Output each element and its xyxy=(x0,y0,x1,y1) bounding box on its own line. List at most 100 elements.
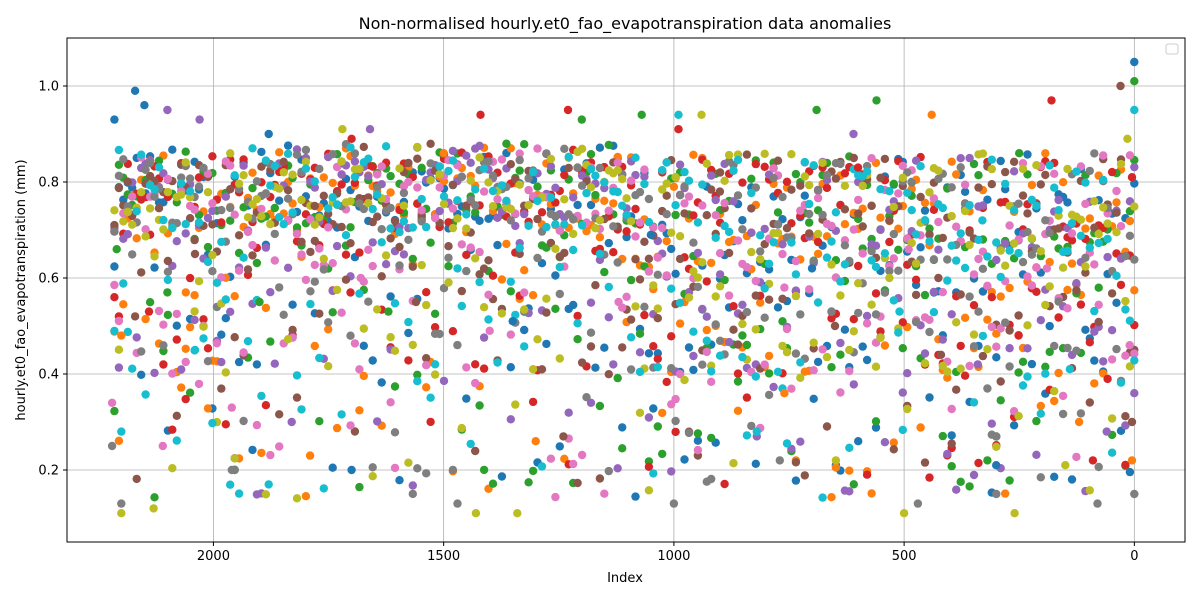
scatter-point xyxy=(310,341,319,351)
scatter-point xyxy=(573,478,582,488)
scatter-point xyxy=(684,192,694,201)
scatter-point xyxy=(907,206,916,215)
scatter-point xyxy=(1032,161,1041,170)
scatter-point xyxy=(1072,167,1081,176)
scatter-point xyxy=(707,433,716,443)
scatter-point xyxy=(168,425,177,434)
scatter-point xyxy=(577,144,587,153)
scatter-point xyxy=(573,200,582,210)
scatter-point xyxy=(885,187,894,196)
scatter-point xyxy=(903,404,912,414)
scatter-point xyxy=(310,277,319,286)
scatter-point xyxy=(827,493,836,502)
scatter-point xyxy=(675,254,685,264)
scatter-point xyxy=(956,341,965,351)
scatter-point xyxy=(733,369,743,378)
scatter-point xyxy=(520,305,529,314)
scatter-point xyxy=(697,110,706,120)
scatter-point xyxy=(226,161,235,170)
scatter-point xyxy=(854,308,863,318)
scatter-point xyxy=(426,139,435,148)
scatter-point xyxy=(471,446,480,456)
scatter-point xyxy=(306,247,315,257)
y-axis-label: hourly.et0_fao_evapotranspiration (mm) xyxy=(14,159,29,420)
scatter-point xyxy=(1014,199,1023,208)
scatter-point xyxy=(373,212,382,221)
scatter-point xyxy=(693,248,703,258)
scatter-point xyxy=(386,333,395,342)
scatter-point xyxy=(255,297,264,307)
scatter-point xyxy=(707,377,716,386)
scatter-point xyxy=(960,371,970,380)
scatter-point xyxy=(1054,195,1063,205)
scatter-point xyxy=(107,441,117,451)
scatter-point xyxy=(662,271,671,280)
scatter-point xyxy=(872,96,881,105)
scatter-point xyxy=(364,245,373,254)
scatter-point xyxy=(600,196,609,205)
scatter-point xyxy=(658,223,667,233)
scatter-point xyxy=(1085,214,1095,223)
scatter-point xyxy=(417,260,426,270)
scatter-point xyxy=(1094,283,1103,292)
scatter-point xyxy=(1072,279,1081,288)
scatter-point xyxy=(368,472,377,481)
scatter-point xyxy=(809,161,818,170)
scatter-point xyxy=(1005,362,1014,371)
scatter-point xyxy=(867,201,876,210)
scatter-point xyxy=(800,157,809,167)
scatter-point xyxy=(1123,134,1132,143)
scatter-point xyxy=(635,367,645,377)
scatter-point xyxy=(992,442,1001,451)
scatter-point xyxy=(163,256,173,266)
scatter-point xyxy=(973,360,982,369)
scatter-point xyxy=(497,309,507,318)
scatter-point xyxy=(226,307,235,316)
scatter-point xyxy=(787,384,796,393)
scatter-point xyxy=(916,192,925,202)
scatter-point xyxy=(1088,456,1098,465)
scatter-point xyxy=(1130,202,1139,211)
scatter-point xyxy=(773,303,783,312)
scatter-point xyxy=(640,310,649,320)
scatter-point xyxy=(635,187,645,197)
scatter-point xyxy=(1125,151,1135,160)
scatter-point xyxy=(947,241,956,250)
scatter-point xyxy=(524,185,533,195)
scatter-point xyxy=(1058,263,1068,272)
scatter-point xyxy=(1045,321,1054,331)
scatter-point xyxy=(1090,223,1099,232)
scatter-point xyxy=(669,499,679,508)
scatter-point xyxy=(738,331,747,340)
scatter-point xyxy=(613,187,622,197)
scatter-point xyxy=(154,156,164,165)
scatter-point xyxy=(577,115,586,124)
scatter-point xyxy=(929,255,939,264)
scatter-point xyxy=(729,166,738,175)
scatter-point xyxy=(332,241,342,251)
scatter-point xyxy=(618,423,627,432)
scatter-point xyxy=(484,315,493,324)
scatter-point xyxy=(364,154,373,163)
scatter-point xyxy=(444,253,453,262)
scatter-point xyxy=(1042,264,1052,273)
scatter-point xyxy=(257,448,266,458)
scatter-point xyxy=(324,204,333,213)
scatter-point xyxy=(805,199,814,209)
scatter-point xyxy=(613,258,622,267)
scatter-point xyxy=(1050,183,1059,192)
scatter-point xyxy=(689,327,698,336)
scatter-point xyxy=(221,192,230,201)
scatter-point xyxy=(448,223,458,233)
scatter-point xyxy=(114,345,124,354)
scatter-point xyxy=(577,358,587,367)
scatter-point xyxy=(751,276,760,286)
scatter-point xyxy=(626,315,636,324)
scatter-point xyxy=(435,170,444,179)
scatter-point xyxy=(533,196,542,206)
scatter-point xyxy=(1027,195,1037,204)
scatter-point xyxy=(938,361,947,371)
scatter-point xyxy=(813,298,823,307)
scatter-point xyxy=(555,354,564,363)
scatter-point xyxy=(365,125,375,134)
